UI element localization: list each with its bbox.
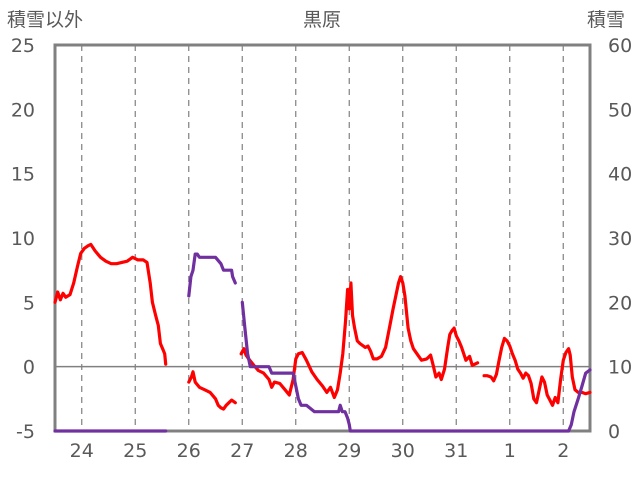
gridlines: [81, 45, 564, 431]
y-left-tick-label-10: 10: [11, 228, 35, 250]
axes: [53, 43, 592, 433]
temperature-line-segment-3: [239, 275, 480, 400]
snow-depth-line-segment-3: [240, 300, 592, 433]
temperature-line-segment-4: [482, 336, 592, 407]
series-layer: [53, 242, 592, 433]
y-left-tick-label-5: 5: [23, 292, 35, 314]
y-left-tick-label-25: 25: [11, 35, 35, 57]
x-tick-label-25: 25: [123, 440, 147, 462]
y-right-tick-label-0: 0: [608, 421, 620, 443]
x-tick-label-30: 30: [391, 440, 415, 462]
y-right-tick-label-40: 40: [608, 164, 632, 186]
right-axis-title: 積雪: [587, 9, 625, 31]
y-left-tick-label--5: -5: [16, 421, 35, 443]
y-left-tick-label-15: 15: [11, 164, 35, 186]
x-tick-label-26: 26: [177, 440, 201, 462]
y-right-tick-label-30: 30: [608, 228, 632, 250]
y-left-tick-label-0: 0: [23, 357, 35, 379]
y-right-tick-label-10: 10: [608, 357, 632, 379]
temperature-line-segment-2: [187, 370, 237, 411]
x-tick-label-1: 1: [504, 440, 516, 462]
snow-depth-line-segment-2: [187, 252, 237, 298]
y-right-tick-label-60: 60: [608, 35, 632, 57]
y-left-tick-label-20: 20: [11, 99, 35, 121]
tick-labels: 24 25 26 27 28 29 30 31 1 2 -5 0 5 10 15 20 25 0 10 20 30 40 5…: [11, 35, 632, 462]
x-tick-label-2: 2: [557, 440, 569, 462]
x-tick-label-29: 29: [337, 440, 361, 462]
plot-frame: [53, 43, 592, 433]
x-tick-label-27: 27: [230, 440, 254, 462]
left-axis-title: 積雪以外: [7, 9, 83, 31]
y-right-tick-label-50: 50: [608, 99, 632, 121]
y-right-tick-label-20: 20: [608, 292, 632, 314]
temperature-line-segment-1: [53, 242, 168, 366]
x-tick-label-24: 24: [70, 440, 94, 462]
x-tick-label-28: 28: [284, 440, 308, 462]
chart-title: 黒原: [303, 9, 341, 31]
x-tick-label-31: 31: [444, 440, 468, 462]
